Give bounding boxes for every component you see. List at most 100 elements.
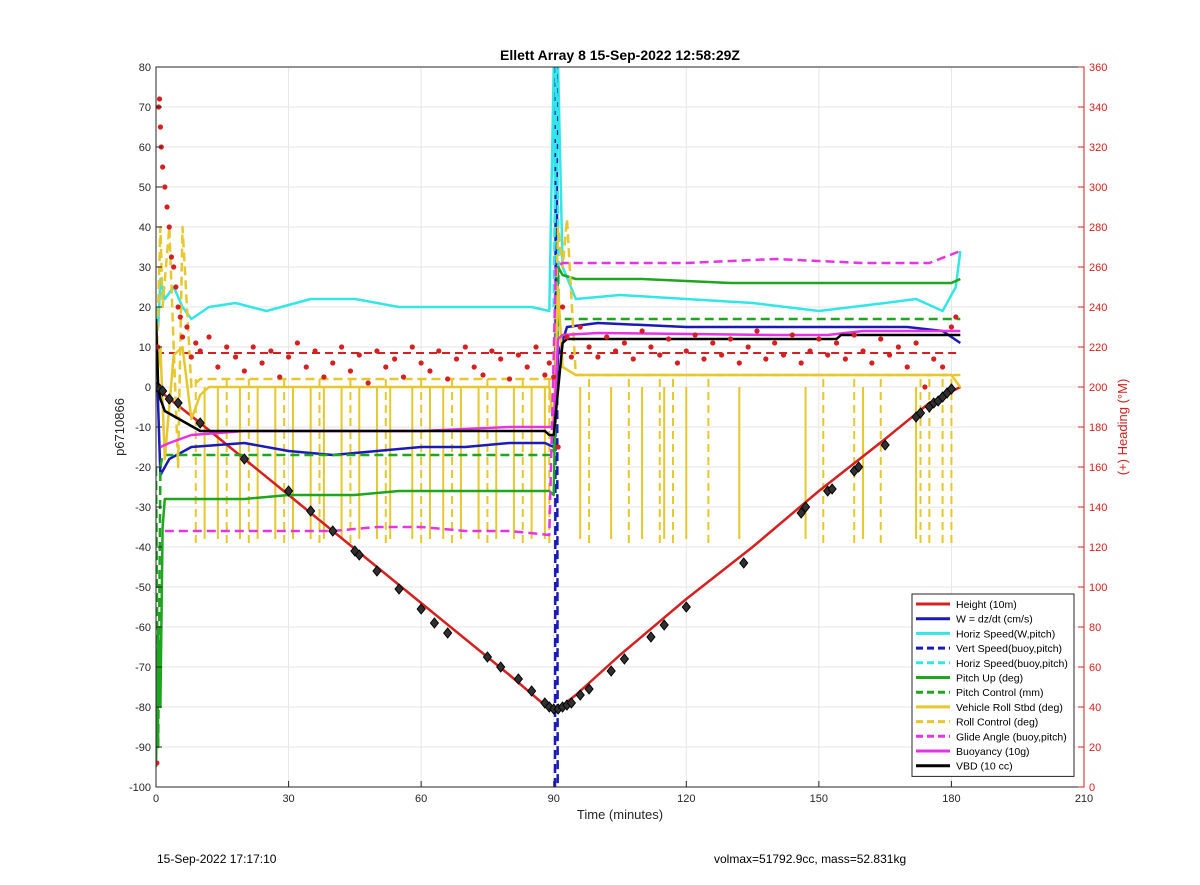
heading-point [860,348,866,354]
series-buoyancy-10g [159,329,961,449]
legend-label-height-10m: Height (10m) [956,599,1017,611]
legend-label-roll-control-deg: Roll Control (deg) [956,717,1038,729]
heading-point [851,332,857,338]
heading-point [948,324,955,330]
heading-point [197,348,203,354]
heading-point [621,340,628,346]
heading-point [895,344,902,350]
legend: Height (10m) W = dz/dt (cm/s) Horiz Speed(… [911,593,1075,777]
height-sample-marker [513,673,524,685]
y-tick-label: 20 [139,302,151,314]
heading-point [586,344,592,350]
heading-point [177,314,183,320]
heading-point [630,356,636,362]
x-tick-label: 90 [548,793,560,805]
series-vert-speed-buoy-pitch [553,67,559,787]
legend-label-horiz-speed-w-pitch: Horiz Speed(W,pitch) [956,628,1055,640]
x-tick-label: 210 [1075,793,1093,805]
heading-point [939,364,946,370]
chart-title: Ellett Array 8 15-Sep-2022 12:58:29Z [500,47,740,63]
legend-box [911,593,1075,777]
heading-point [648,344,654,350]
series-vbd-10-cc [156,318,961,437]
heading-point [436,348,442,354]
footer-volmax-mass: volmax=51792.9cc, mass=52.831kg [714,852,907,866]
y-axis-label: p6710866 [112,398,127,456]
x-tick-label: 30 [282,793,294,805]
heading-point [568,354,574,360]
heading-point [162,184,168,190]
heading-point [383,364,389,370]
footer-timestamp: 15-Sep-2022 17:17:10 [157,852,277,866]
height-sample-marker [306,505,316,517]
height-sample-marker [416,603,426,615]
y-tick-label: 0 [145,382,151,394]
heading-point [445,376,451,382]
height-sample-marker [173,397,183,409]
y-tick-label: -50 [135,582,151,594]
heading-point [156,760,160,766]
height-sample-marker [646,631,656,643]
heading-point [171,264,177,270]
height-sample-marker [328,525,338,537]
heading-point [816,336,822,342]
legend-label-pitch-up-deg: Pitch Up (deg) [956,673,1023,685]
heading-point [250,344,256,350]
heading-point [533,344,539,350]
heading-point [674,360,681,366]
y-tick-label: -100 [129,782,151,794]
series-horiz-speed-w-pitch [156,67,962,329]
y2-tick-label: 320 [1089,142,1107,154]
heading-point [166,224,172,230]
heading-point [612,348,619,354]
heading-point [168,254,175,260]
y2-tick-label: 200 [1089,382,1107,394]
heading-point [232,354,239,360]
legend-label-glide-angle-buoy-pitch: Glide Angle (buoy,pitch) [956,731,1067,743]
heading-point [498,356,504,362]
legend-label-pitch-control-mm: Pitch Control (mm) [956,687,1044,699]
heading-point [175,304,181,310]
heading-point [193,340,199,346]
height-sample-marker [482,651,493,663]
heading-point [692,332,698,338]
heading-point [303,364,309,370]
y2-tick-label: 300 [1089,182,1107,194]
heading-point [807,348,813,354]
heading-point [727,336,734,342]
heading-point [409,344,415,350]
y2-tick-label: 160 [1089,462,1107,474]
legend-label-buoyancy-10g: Buoyancy (10g) [956,746,1030,758]
y-tick-label: -60 [135,622,151,634]
height-sample-marker [827,483,837,495]
heading-point [524,364,530,370]
heading-point [555,444,561,450]
heading-point [184,324,190,330]
y2-tick-label: 20 [1089,742,1101,754]
x-tick-label: 120 [677,793,695,805]
y2-axis-label: (+) Heading (°M) [1115,379,1130,476]
heading-point [683,348,689,354]
heading-point [953,314,959,320]
series-glide-angle-buoy-pitch [164,249,961,537]
y2-tick-label: 260 [1089,262,1107,274]
y2-tick-label: 180 [1089,422,1107,434]
y2-tick-label: 240 [1089,302,1107,314]
height-sample-marker [195,417,205,429]
height-sample-marker [853,461,864,473]
heading-point [710,340,716,346]
height-sample-marker [659,619,669,631]
heading-point [179,334,186,340]
height-sample-marker [739,557,749,569]
heading-point [878,336,884,342]
heading-point [156,96,163,102]
heading-point [480,372,486,378]
y-tick-label: 70 [139,102,151,114]
heading-point [339,344,345,350]
y-tick-label: 80 [139,62,151,74]
heading-point [780,352,787,358]
heading-point [754,328,760,334]
y-tick-label: -40 [135,542,151,554]
heading-point [206,334,212,340]
